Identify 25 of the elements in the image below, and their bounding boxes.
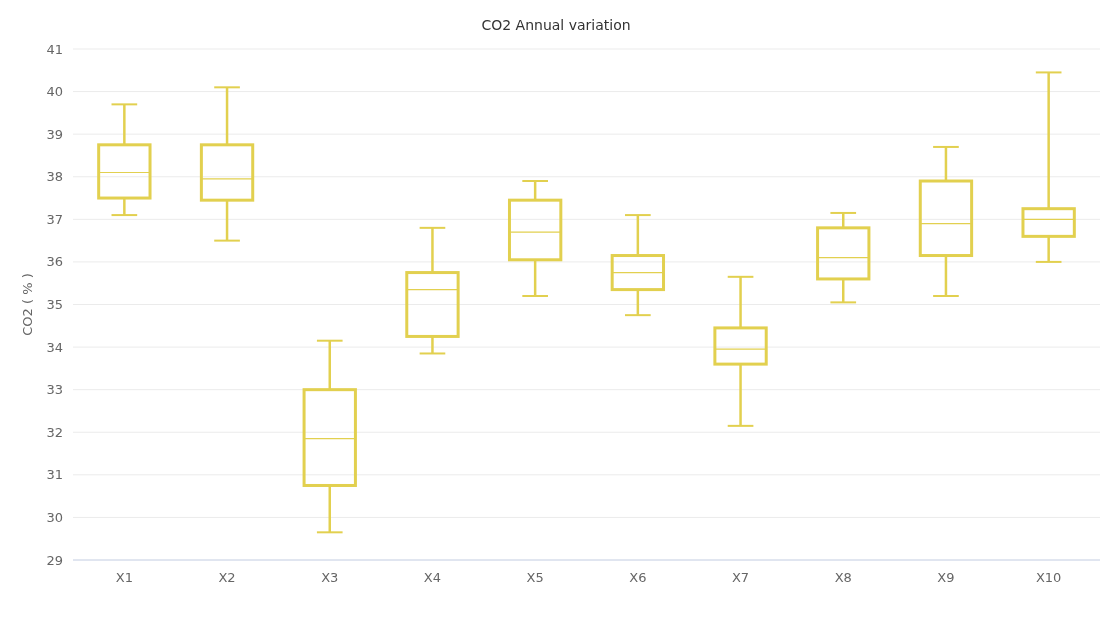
y-tick-label: 41 (46, 41, 63, 57)
y-tick-label: 36 (46, 254, 63, 270)
x-tick-label: X7 (731, 570, 750, 585)
y-tick-label: 33 (46, 382, 63, 398)
x-tick-label: X4 (423, 570, 442, 585)
y-tick-label: 29 (46, 552, 63, 568)
x-tick-label: X5 (526, 570, 544, 585)
x-tick-label: X10 (1035, 570, 1062, 585)
y-tick-label: 30 (46, 509, 63, 525)
x-tick-label: X6 (629, 570, 647, 585)
y-tick-label: 35 (46, 297, 63, 313)
x-tick-label: X8 (834, 570, 852, 585)
x-tick-label: X9 (937, 570, 955, 585)
y-tick-label: 32 (46, 424, 63, 440)
y-tick-label: 37 (46, 211, 63, 227)
y-tick-label: 39 (46, 126, 63, 142)
y-axis-title: CO2 ( % ) (20, 273, 35, 336)
y-tick-label: 38 (46, 169, 63, 185)
y-tick-label: 31 (46, 467, 63, 483)
y-tick-label: 40 (46, 84, 63, 100)
x-tick-label: X2 (218, 570, 236, 585)
y-tick-label: 34 (46, 339, 63, 355)
x-tick-label: X1 (115, 570, 133, 585)
x-tick-label: X3 (321, 570, 339, 585)
chart-title: CO2 Annual variation (481, 17, 631, 33)
